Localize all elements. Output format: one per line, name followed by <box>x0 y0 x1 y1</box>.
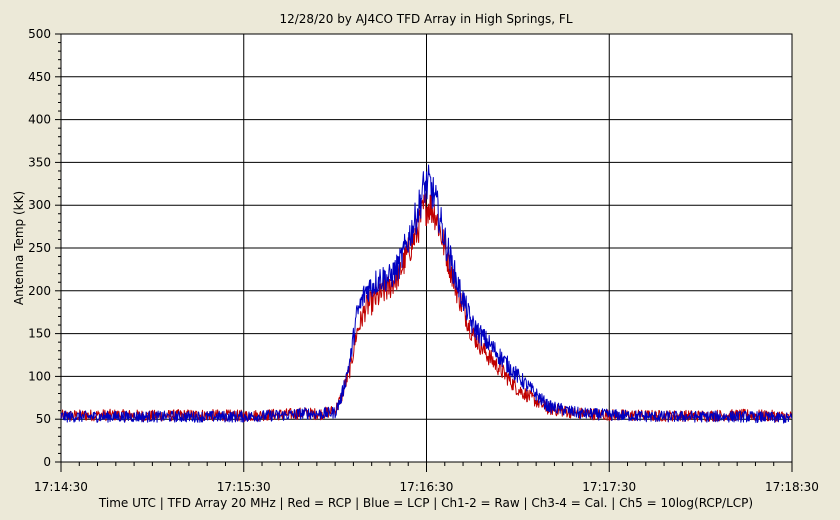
y-tick-label: 50 <box>36 412 51 426</box>
x-tick-label: 17:15:30 <box>217 480 271 494</box>
y-tick-label: 100 <box>28 369 51 383</box>
y-tick-label: 150 <box>28 327 51 341</box>
chart-title: 12/28/20 by AJ4CO TFD Array in High Spri… <box>279 12 572 26</box>
y-tick-label: 0 <box>43 455 51 469</box>
series-layer <box>60 164 793 424</box>
x-tick-label: 17:14:30 <box>34 480 88 494</box>
y-axis-title: Antenna Temp (kK) <box>12 191 26 305</box>
series-blue-lcp-line <box>60 164 793 424</box>
axes: 0 50 100 150 200 250 300 350 400 450 500 17:14:30 17… <box>28 27 819 494</box>
y-tick-label: 350 <box>28 155 51 169</box>
series-red-rcp-line <box>60 193 793 423</box>
y-tick-label: 500 <box>28 27 51 41</box>
y-tick-label: 450 <box>28 70 51 84</box>
x-tick-label: 17:18:30 <box>765 480 819 494</box>
x-tick-label: 17:17:30 <box>582 480 636 494</box>
y-tick-label: 200 <box>28 284 51 298</box>
y-tick-label: 300 <box>28 198 51 212</box>
x-tick-label: 17:16:30 <box>400 480 454 494</box>
y-tick-label: 400 <box>28 113 51 127</box>
y-tick-label: 250 <box>28 241 51 255</box>
x-axis-title: Time UTC | TFD Array 20 MHz | Red = RCP … <box>98 496 753 510</box>
